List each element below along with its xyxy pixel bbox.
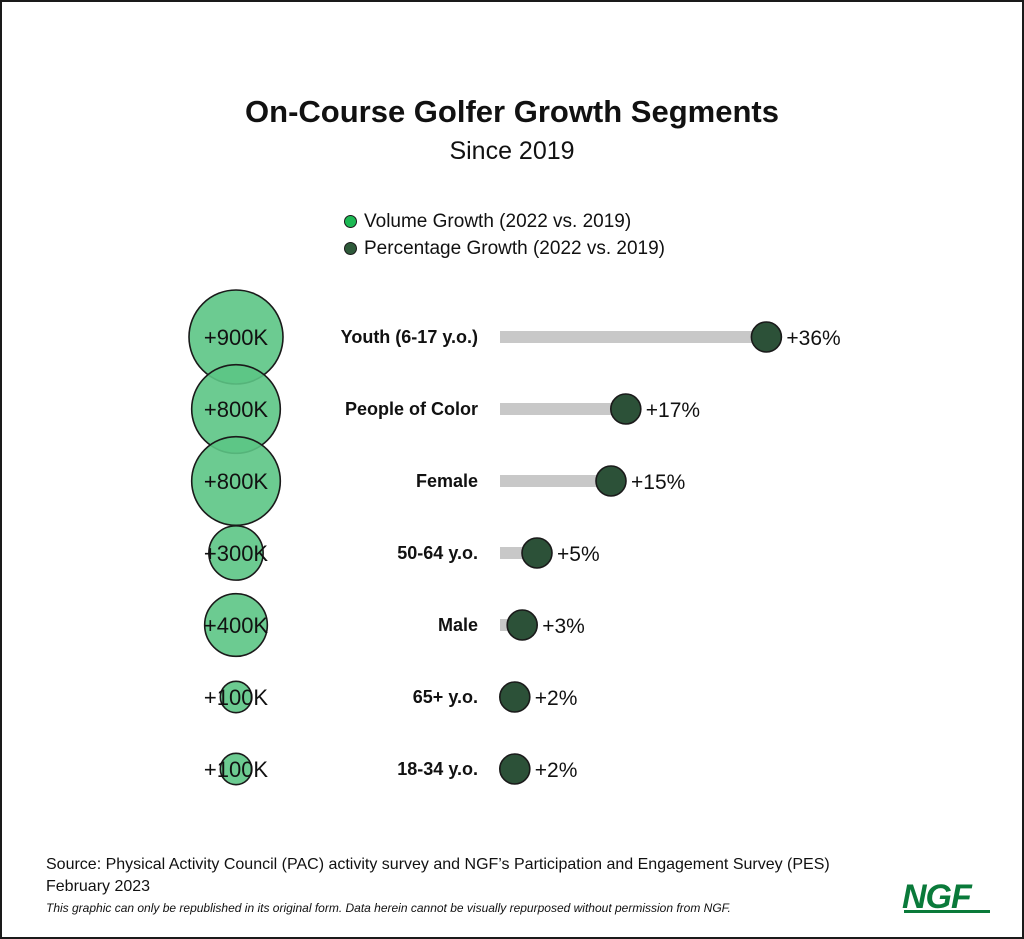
percentage-value-label: +5% [557, 543, 600, 566]
legend-swatch-percentage [344, 242, 357, 255]
source-note: Source: Physical Activity Council (PAC) … [46, 856, 830, 873]
category-label: 18-34 y.o. [397, 759, 478, 779]
volume-value-label: +400K [204, 613, 269, 638]
chart-subtitle: Since 2019 [449, 137, 575, 165]
volume-bubbles [188, 289, 284, 786]
category-label: Youth (6-17 y.o.) [341, 327, 478, 347]
category-label: 65+ y.o. [413, 687, 478, 707]
percentage-dot [609, 393, 642, 425]
publication-date: February 2023 [46, 878, 151, 895]
percentage-dot [498, 753, 531, 785]
percentage-value-label: +15% [631, 471, 685, 494]
percentage-bars [498, 321, 783, 785]
volume-value-label: +800K [204, 469, 269, 494]
usage-disclaimer: This graphic can only be republished in … [46, 901, 731, 915]
ngf-logo-underline [904, 910, 990, 913]
percentage-bar [500, 331, 767, 343]
volume-value-label: +900K [204, 325, 269, 350]
legend-swatch-volume [344, 215, 357, 228]
percentage-dot [498, 681, 531, 713]
percentage-value-label: +36% [786, 327, 840, 350]
percentage-dot [750, 321, 783, 353]
volume-bubble [219, 752, 253, 786]
percentage-bar [500, 475, 611, 487]
volume-value-label: +300K [204, 541, 269, 566]
volume-bubble [208, 525, 264, 581]
volume-value-label: +800K [204, 397, 269, 422]
legend-item-percentage: Percentage Growth (2022 vs. 2019) [344, 235, 665, 262]
percentage-dot [595, 465, 627, 497]
percentage-value-label: +17% [646, 399, 700, 422]
volume-value-label: +100K [204, 757, 269, 782]
category-label: 50-64 y.o. [397, 543, 478, 563]
legend-item-volume: Volume Growth (2022 vs. 2019) [344, 208, 665, 235]
volume-bubble [219, 680, 253, 714]
percentage-bar [500, 403, 626, 415]
percentage-value-label: +3% [542, 615, 585, 638]
percentage-dot [506, 609, 539, 641]
legend-label-percentage: Percentage Growth (2022 vs. 2019) [364, 237, 666, 259]
volume-bubble [203, 592, 269, 658]
percentage-value-label: +2% [535, 687, 578, 710]
ngf-logo: NGF [902, 878, 972, 916]
category-label: Female [416, 471, 478, 491]
percentage-dot [521, 537, 553, 569]
chart-labels: +900K Youth (6-17 y.o.) +36% +800K People of… [204, 325, 841, 782]
chart-title: On-Course Golfer Growth Segments [245, 94, 779, 129]
legend: Volume Growth (2022 vs. 2019) Percentage… [344, 208, 665, 262]
legend-label-volume: Volume Growth (2022 vs. 2019) [364, 210, 632, 232]
volume-value-label: +100K [204, 685, 269, 710]
category-label: Male [438, 615, 478, 635]
category-label: People of Color [345, 399, 478, 419]
percentage-value-label: +2% [535, 759, 578, 782]
